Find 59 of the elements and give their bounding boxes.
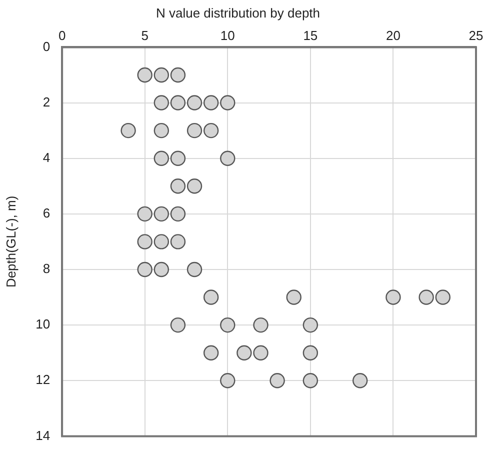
x-tick-label: 25 xyxy=(468,28,484,43)
point xyxy=(203,95,219,110)
point xyxy=(154,95,170,110)
y-tick-label: 2 xyxy=(42,94,50,110)
point xyxy=(154,234,170,250)
point xyxy=(203,345,219,360)
point xyxy=(236,345,252,360)
point xyxy=(137,206,152,222)
point xyxy=(253,317,268,333)
point xyxy=(137,262,152,278)
point xyxy=(253,345,268,360)
y-tick-label: 10 xyxy=(36,316,50,332)
x-tick-label: 15 xyxy=(303,28,318,43)
point xyxy=(170,178,186,194)
point xyxy=(220,95,236,110)
point xyxy=(154,262,170,278)
y-tick-label: 8 xyxy=(42,261,50,276)
point xyxy=(220,373,236,388)
point xyxy=(137,234,152,250)
y-tick-label: 4 xyxy=(42,150,50,165)
point xyxy=(220,150,236,166)
point xyxy=(154,206,170,222)
chart-title: N value distribution by depth xyxy=(156,5,320,20)
y-tick-label: 12 xyxy=(36,372,50,388)
point xyxy=(203,122,219,138)
point xyxy=(170,95,186,110)
x-tick-label: 0 xyxy=(58,28,66,43)
point xyxy=(120,122,136,138)
y-tick-label: 6 xyxy=(42,205,50,220)
x-tick-label: 10 xyxy=(220,28,235,43)
y-tick-label: 14 xyxy=(36,428,50,443)
y-tick-label: 0 xyxy=(42,38,50,54)
point xyxy=(203,290,219,305)
point xyxy=(170,317,186,333)
point xyxy=(170,234,186,250)
point xyxy=(352,373,368,388)
point xyxy=(170,206,186,222)
point xyxy=(302,345,318,360)
point xyxy=(418,290,434,305)
point xyxy=(270,373,285,388)
point xyxy=(154,67,170,83)
point xyxy=(170,150,186,166)
point xyxy=(186,262,202,278)
point xyxy=(220,317,236,333)
point xyxy=(154,150,170,166)
x-tick-label: 5 xyxy=(141,28,148,43)
x-tick-label: 20 xyxy=(386,28,400,43)
point xyxy=(435,290,450,305)
point xyxy=(186,95,202,110)
point xyxy=(170,67,186,83)
point xyxy=(137,67,152,83)
point xyxy=(186,178,202,194)
point xyxy=(386,290,401,305)
y-axis-title: Depth(GL(-), m) xyxy=(3,196,18,288)
point xyxy=(302,317,318,333)
point xyxy=(286,290,302,305)
point xyxy=(302,373,318,388)
point xyxy=(186,122,202,138)
point xyxy=(154,122,170,138)
